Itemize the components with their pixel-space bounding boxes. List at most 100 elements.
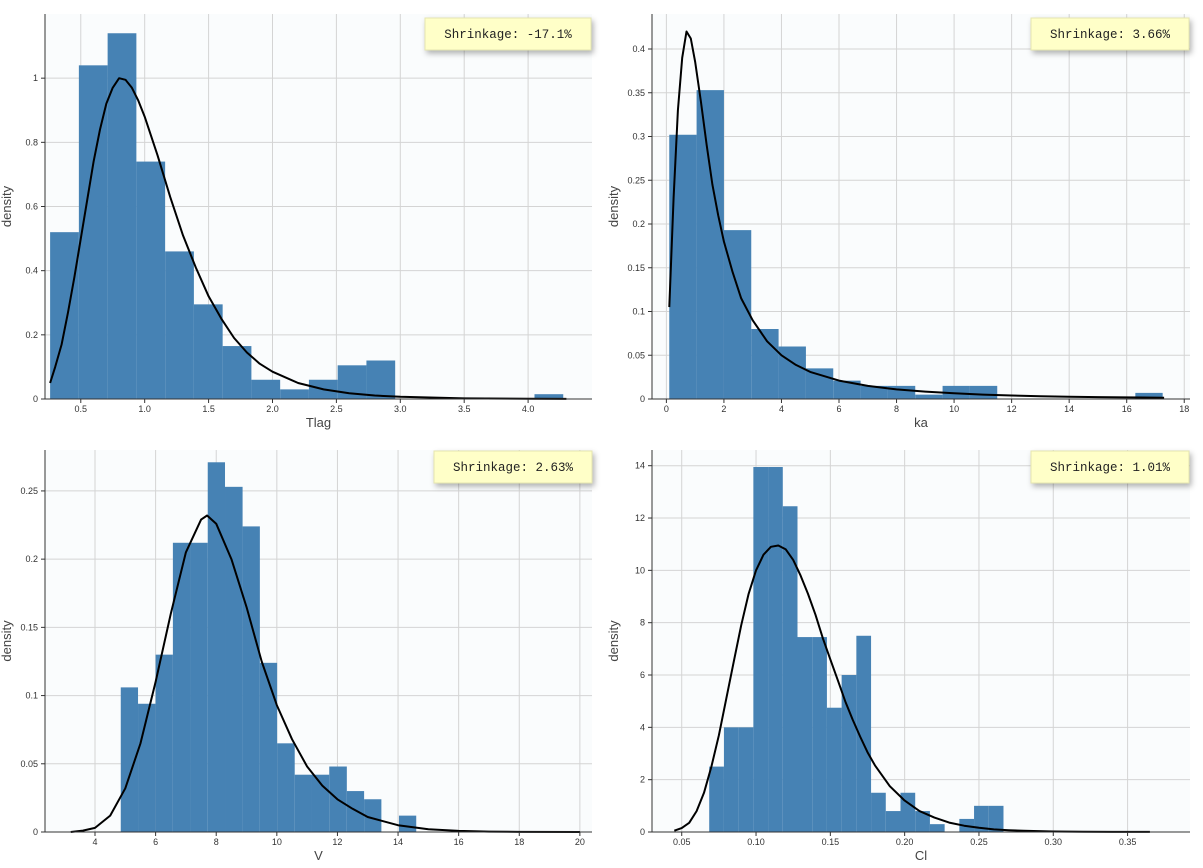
x-tick-label: 3.0 — [394, 404, 407, 414]
histogram-bar[interactable] — [782, 506, 798, 832]
y-tick-label: 0.4 — [25, 266, 38, 276]
histogram-bar[interactable] — [974, 805, 989, 832]
histogram-bar[interactable] — [242, 526, 260, 832]
histogram-bar[interactable] — [988, 805, 1004, 832]
x-tick-label: 0.20 — [896, 837, 914, 847]
x-tick-label: 14 — [393, 837, 403, 847]
histogram-bar[interactable] — [225, 486, 243, 832]
histogram-bar[interactable] — [1135, 392, 1163, 399]
histogram-bar[interactable] — [751, 329, 779, 399]
histogram-bar[interactable] — [723, 727, 739, 832]
y-tick-label: 1 — [33, 73, 38, 83]
histogram-bars — [709, 467, 1004, 832]
y-tick-label: 0.2 — [25, 330, 38, 340]
density-curve[interactable] — [49, 77, 567, 400]
histogram-bar[interactable] — [797, 637, 813, 832]
shrinkage-label: Shrinkage: 1.01% — [1050, 461, 1171, 475]
histogram-bar[interactable] — [251, 379, 281, 399]
y-tick-label: 0.15 — [20, 622, 38, 632]
x-tick-label: 2 — [721, 404, 726, 414]
chart-panel-cl: 0.05 0.10 0.15 0.20 0.25 0.30 0.35 0 2 4 6 8 10 12 14 C… — [606, 450, 1190, 863]
y-tick-label: 0.3 — [632, 132, 645, 142]
histogram-bar[interactable] — [136, 161, 166, 399]
histogram-bar[interactable] — [969, 385, 998, 399]
histogram-bar[interactable] — [366, 360, 396, 400]
y-tick-label: 0 — [640, 394, 645, 404]
histogram-bar[interactable] — [885, 811, 901, 832]
histogram-bar[interactable] — [929, 824, 945, 832]
histogram-bars — [669, 90, 1163, 400]
density-curve[interactable] — [70, 514, 580, 833]
histogram-bar[interactable] — [138, 703, 156, 832]
shrinkage-box — [1030, 17, 1190, 51]
y-tick-label: 6 — [640, 670, 645, 680]
x-tick-label: 4 — [779, 404, 784, 414]
y-tick-label: 0.4 — [632, 44, 645, 54]
histogram-bar[interactable] — [277, 743, 295, 832]
y-tick-label: 0.15 — [627, 263, 645, 273]
histogram-bar[interactable] — [805, 368, 834, 399]
histogram-bar[interactable] — [193, 304, 223, 399]
histogram-bar[interactable] — [120, 687, 139, 832]
y-axis-title: density — [0, 620, 14, 662]
histogram-bar[interactable] — [207, 462, 226, 832]
histogram-bar[interactable] — [534, 394, 564, 399]
histogram-bar[interactable] — [841, 675, 857, 832]
density-curve[interactable] — [668, 30, 1165, 399]
histogram-bar[interactable] — [165, 251, 194, 399]
histogram-bar[interactable] — [50, 232, 79, 399]
x-tick-label: 4 — [92, 837, 97, 847]
shrinkage-label: Shrinkage: 2.63% — [453, 461, 574, 475]
y-tick-label: 0.1 — [25, 691, 38, 701]
histogram-bar[interactable] — [860, 385, 888, 399]
histogram-bar[interactable] — [753, 467, 769, 832]
density-curve[interactable] — [673, 544, 1150, 833]
histogram-bar[interactable] — [398, 815, 417, 832]
histogram-bar[interactable] — [833, 380, 861, 399]
histogram-bar[interactable] — [107, 33, 137, 399]
x-axis-title: ka — [914, 415, 929, 430]
chart-panel-ka: 0 2 4 6 8 10 12 14 16 18 0 0.05 0.1 0.15 0.2 0.25 0.3 0.3… — [606, 14, 1190, 430]
y-tick-label: 0.6 — [25, 202, 38, 212]
histogram-bar[interactable] — [826, 707, 842, 832]
histogram-bar[interactable] — [915, 811, 930, 832]
x-tick-label: 16 — [1122, 404, 1132, 414]
x-tick-label: 3.5 — [458, 404, 471, 414]
histogram-bar[interactable] — [172, 542, 191, 832]
histogram-bar[interactable] — [768, 467, 783, 832]
histogram-bar[interactable] — [155, 654, 173, 832]
y-tick-label: 8 — [640, 618, 645, 628]
histogram-bar[interactable] — [812, 637, 827, 832]
x-tick-label: 8 — [894, 404, 899, 414]
histogram-bar[interactable] — [294, 774, 312, 832]
shrinkage-box — [1030, 450, 1190, 484]
x-tick-label: 6 — [836, 404, 841, 414]
y-tick-label: 10 — [635, 565, 645, 575]
histogram-bar[interactable] — [190, 542, 208, 832]
histogram-bar[interactable] — [696, 90, 724, 399]
chart-panel-v: 4 6 8 10 12 14 16 18 20 0 0.05 0.1 0.15 0.2 0.25 Vdensi… — [0, 450, 593, 863]
histogram-bar[interactable] — [280, 389, 309, 399]
shrinkage-badge: Shrinkage: 1.01% — [1030, 450, 1190, 484]
histogram-bar[interactable] — [259, 662, 278, 832]
histogram-bar[interactable] — [900, 792, 916, 832]
histogram-bar[interactable] — [709, 766, 724, 832]
y-tick-label: 0.8 — [25, 137, 38, 147]
histogram-bar[interactable] — [778, 346, 806, 400]
histogram-bar[interactable] — [915, 394, 943, 399]
histogram-bar[interactable] — [887, 385, 916, 399]
histogram-bar[interactable] — [346, 791, 365, 832]
shrinkage-box — [424, 17, 592, 51]
histogram-bar[interactable] — [222, 346, 252, 399]
x-tick-label: 0.30 — [1045, 837, 1063, 847]
histogram-bar[interactable] — [856, 635, 872, 832]
histogram-bar[interactable] — [871, 792, 886, 832]
histogram-bar[interactable] — [669, 134, 697, 399]
x-tick-label: 0.05 — [673, 837, 691, 847]
histogram-bar[interactable] — [364, 799, 382, 832]
histogram-bar[interactable] — [738, 727, 754, 832]
x-axis-title: Cl — [915, 848, 927, 863]
histogram-bars — [50, 33, 564, 400]
y-tick-label: 14 — [635, 461, 645, 471]
histogram-bars — [120, 462, 417, 832]
